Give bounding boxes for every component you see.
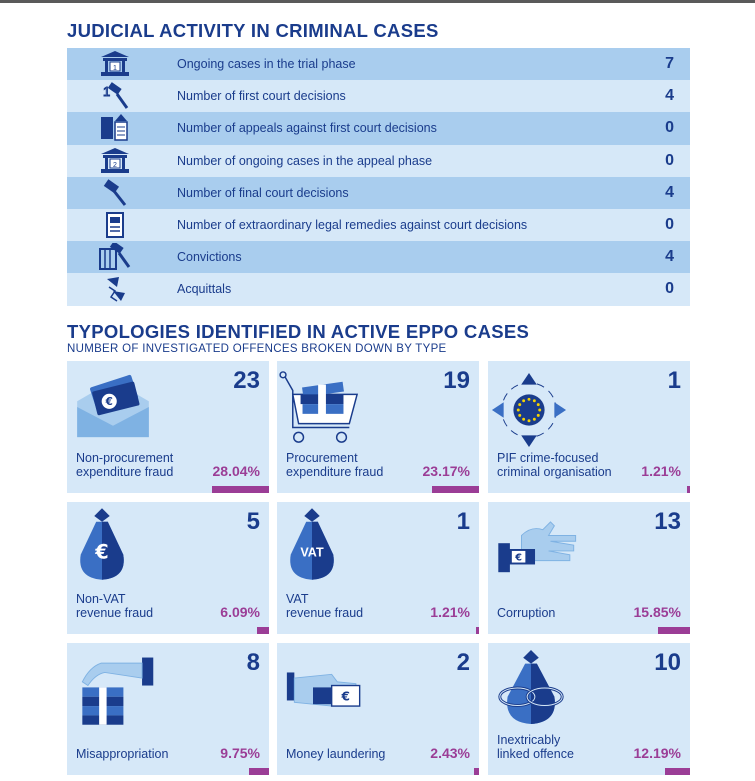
row-value: 0	[665, 119, 674, 137]
card-percent: 28.04%	[212, 463, 260, 479]
gavel-1-icon: 1	[103, 82, 129, 110]
appeal-documents-icon	[101, 114, 128, 142]
row-value: 4	[665, 248, 674, 266]
share-bar	[665, 768, 690, 775]
hand-money-icon	[81, 657, 154, 725]
card-percent: 9.75%	[220, 745, 260, 761]
row-label: Number of ongoing cases in the appeal ph…	[177, 153, 433, 168]
card-label: Procurement expenditure fraud	[286, 451, 384, 479]
row-value: 7	[665, 55, 674, 73]
top-rule	[0, 0, 755, 3]
row-label: Convictions	[177, 250, 242, 265]
vat-bag-icon: VAT	[290, 508, 334, 580]
card-count: 19	[443, 367, 470, 394]
card-label: Corruption	[497, 606, 556, 620]
row-label: Number of first court decisions	[177, 89, 346, 104]
row-label: Number of extraordinary legal remedies a…	[177, 218, 528, 233]
share-bar	[658, 627, 690, 634]
courthouse-2-icon: 2	[101, 147, 129, 173]
row-value: 4	[665, 183, 674, 201]
row-value: 0	[665, 216, 674, 234]
card-percent: 1.21%	[641, 463, 681, 479]
typology-card: 19 Procurement expenditure fraud 23.17%	[277, 361, 479, 493]
card-count: 5	[246, 508, 260, 535]
card-count: 13	[654, 508, 681, 535]
svg-text:€: €	[105, 396, 113, 408]
gavel-icon	[103, 179, 127, 206]
row-label: Ongoing cases in the trial phase	[177, 57, 356, 72]
euro-bag-icon: €	[80, 508, 124, 580]
courthouse-1-icon: 1	[101, 51, 129, 76]
card-percent: 2.43%	[430, 745, 470, 761]
typology-card: 1 PIF crime-focused criminal organisation…	[488, 361, 690, 493]
linked-bag-icon	[498, 649, 564, 725]
card-label: VAT revenue fraud	[286, 592, 364, 620]
prison-gavel-icon	[99, 243, 131, 271]
typology-card: VAT 1 VAT revenue fraud 1.21%	[277, 502, 479, 634]
card-percent: 6.09%	[220, 604, 260, 620]
share-bar	[687, 486, 690, 493]
table-row: Convictions 4	[67, 241, 690, 274]
card-count: 1	[456, 508, 470, 535]
laundering-hand-icon: €	[286, 672, 361, 707]
row-value: 0	[665, 151, 674, 169]
card-percent: 15.85%	[633, 604, 681, 620]
table-row: Number of extraordinary legal remedies a…	[67, 208, 690, 242]
card-count: 8	[246, 649, 260, 676]
table-row: 1 Ongoing cases in the trial phase 7	[67, 48, 690, 81]
money-cart-icon	[279, 371, 359, 443]
table-row: Number of appeals against first court de…	[67, 112, 690, 145]
typology-card: € 13 Corruption 15.85%	[488, 502, 690, 634]
typology-card: € 23 Non-procurement expenditure fraud 28…	[67, 361, 269, 493]
row-label: Number of final court decisions	[177, 185, 349, 200]
row-label: Acquittals	[177, 282, 232, 297]
typologies-title: TYPOLOGIES IDENTIFIED IN ACTIVE EPPO CAS…	[67, 321, 530, 342]
broken-gavel-icon	[107, 277, 125, 302]
row-label: Number of appeals against first court de…	[177, 121, 437, 136]
svg-text:1: 1	[103, 84, 110, 99]
svg-text:€: €	[514, 553, 522, 564]
typology-card: € 5 Non-VAT revenue fraud 6.09%	[67, 502, 269, 634]
share-bar	[249, 768, 269, 775]
svg-text:€: €	[340, 689, 349, 703]
share-bar	[474, 768, 479, 775]
typology-card: 8 Misappropriation 9.75%	[67, 643, 269, 775]
judicial-activity-table: 1 Ongoing cases in the trial phase 7 1 N…	[67, 48, 690, 306]
card-count: 10	[654, 649, 681, 676]
card-label: PIF crime-focused criminal organisation	[497, 451, 612, 479]
card-label: Misappropriation	[76, 747, 169, 761]
svg-text:€: €	[94, 541, 108, 564]
table-row: 1 Number of first court decisions 4	[67, 80, 690, 113]
typology-card: € 2 Money laundering 2.43%	[277, 643, 479, 775]
judicial-activity-title: JUDICIAL ACTIVITY IN CRIMINAL CASES	[67, 20, 439, 41]
money-envelope-icon: €	[77, 374, 149, 438]
svg-text:VAT: VAT	[300, 546, 324, 560]
table-row: 2 Number of ongoing cases in the appeal …	[67, 144, 690, 177]
card-label: Inextricably linked offence	[497, 733, 574, 761]
row-value: 4	[665, 87, 674, 105]
card-count: 23	[233, 367, 260, 394]
svg-text:2: 2	[113, 162, 117, 169]
eu-organisation-icon	[491, 372, 567, 448]
card-percent: 12.19%	[633, 745, 681, 761]
card-label: Money laundering	[286, 747, 386, 761]
typology-card: 10 Inextricably linked offence 12.19%	[488, 643, 690, 775]
share-bar	[476, 627, 479, 634]
card-label: Non-VAT revenue fraud	[76, 592, 154, 620]
svg-text:1: 1	[113, 65, 117, 72]
share-bar	[212, 486, 269, 493]
share-bar	[257, 627, 269, 634]
card-count: 2	[456, 649, 470, 676]
table-row: Acquittals 0	[67, 273, 690, 306]
card-count: 1	[667, 367, 681, 394]
typologies-subtitle: NUMBER OF INVESTIGATED OFFENCES BROKEN D…	[67, 343, 447, 355]
document-stamp-icon	[106, 211, 124, 238]
card-label: Non-procurement expenditure fraud	[76, 451, 174, 479]
row-value: 0	[665, 280, 674, 298]
share-bar	[432, 486, 479, 493]
card-percent: 23.17%	[422, 463, 470, 479]
card-percent: 1.21%	[430, 604, 470, 620]
bribe-hand-icon: €	[498, 521, 577, 573]
table-row: Number of final court decisions 4	[67, 176, 690, 209]
